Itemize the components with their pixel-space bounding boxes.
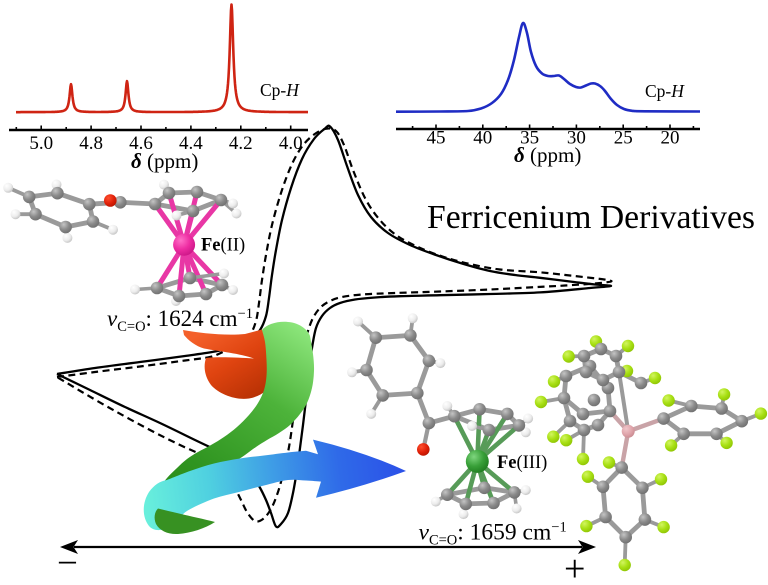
svg-text:+: + [564,548,585,585]
svg-text:Cp-H: Cp-H [645,81,685,101]
svg-text:νC=O: 1659 cm−1: νC=O: 1659 cm−1 [419,520,567,549]
svg-text:4.6: 4.6 [129,133,153,154]
svg-text:δ (ppm): δ (ppm) [514,143,581,167]
svg-text:4.4: 4.4 [179,133,203,154]
svg-text:δ (ppm): δ (ppm) [131,149,198,173]
svg-text:Ferricenium Derivatives: Ferricenium Derivatives [427,199,755,236]
svg-text:νC=O: 1624 cm−1: νC=O: 1624 cm−1 [107,306,253,335]
svg-text:Fe(II): Fe(II) [201,236,245,256]
svg-text:25: 25 [614,128,633,149]
svg-text:Cp-H: Cp-H [260,80,300,100]
svg-text:35: 35 [520,128,539,149]
svg-text:30: 30 [567,128,586,149]
svg-text:45: 45 [427,128,446,149]
svg-text:4.8: 4.8 [79,133,103,154]
svg-text:4.0: 4.0 [279,133,303,154]
svg-text:4.2: 4.2 [229,133,253,154]
svg-text:40: 40 [473,128,492,149]
svg-text:Fe(III): Fe(III) [497,453,547,473]
svg-text:−: − [57,543,78,584]
svg-text:20: 20 [661,128,680,149]
svg-text:5.0: 5.0 [29,133,53,154]
